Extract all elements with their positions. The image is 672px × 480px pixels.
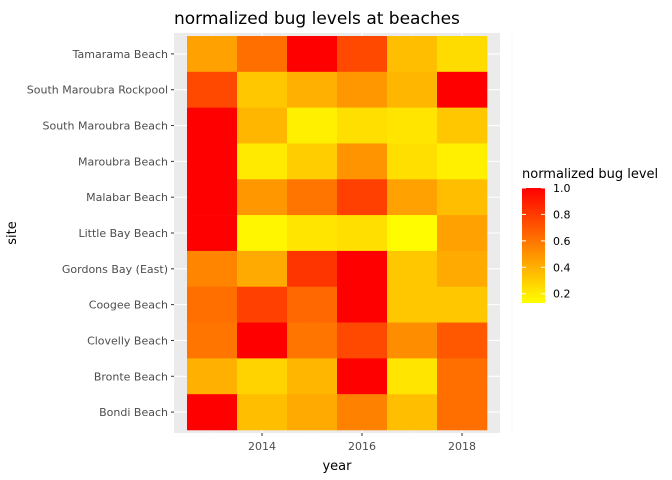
y-axis-ticks: Tamarama Beach South Maroubra Rockpool Sou… — [27, 48, 174, 419]
heatmap-cell — [287, 358, 338, 395]
y-tick-label: Maroubra Beach — [78, 155, 168, 168]
colorbar-tick-label: 0.6 — [553, 235, 571, 248]
colorbar-ticks: 0.2 0.4 0.6 0.8 1.0 — [522, 182, 571, 301]
heatmap-cells — [187, 36, 488, 431]
colorbar-tick-label: 1.0 — [553, 182, 571, 195]
heatmap-cell — [187, 250, 238, 288]
heatmap-cell — [337, 36, 388, 73]
heatmap-cell — [187, 358, 238, 395]
colorbar-tick-label: 0.2 — [553, 288, 571, 301]
heatmap-cell — [387, 179, 438, 216]
y-tick-label: Bronte Beach — [94, 370, 168, 383]
heatmap-cell — [287, 394, 338, 431]
colorbar — [522, 188, 545, 303]
y-axis-title: site — [5, 221, 20, 244]
heatmap-cell — [387, 394, 438, 431]
heatmap-cell — [387, 107, 438, 144]
heatmap-cell — [237, 71, 288, 108]
heatmap-cell — [437, 322, 488, 359]
y-tick-label: South Maroubra Beach — [43, 120, 169, 133]
heatmap-cell — [337, 394, 388, 431]
heatmap-cell — [437, 215, 488, 252]
heatmap-cell — [287, 36, 338, 73]
heatmap-cell — [287, 250, 338, 288]
heatmap-cell — [187, 322, 238, 359]
heatmap-cell — [437, 71, 488, 108]
heatmap-cell — [187, 143, 238, 180]
heatmap-cell — [337, 322, 388, 359]
heatmap-cell — [437, 143, 488, 180]
heatmap-cell — [387, 286, 438, 323]
heatmap-cell — [437, 179, 488, 216]
heatmap-cell — [387, 250, 438, 288]
heatmap-cell — [187, 394, 238, 431]
heatmap-cell — [237, 215, 288, 252]
heatmap-cell — [387, 358, 438, 395]
heatmap-cell — [287, 71, 338, 108]
heatmap-cell — [337, 286, 388, 323]
y-tick-label: Tamarama Beach — [72, 48, 168, 61]
y-tick-label: South Maroubra Rockpool — [27, 84, 168, 97]
heatmap-cell — [237, 250, 288, 288]
heatmap-cell — [237, 143, 288, 180]
heatmap-cell — [187, 71, 238, 108]
heatmap-cell — [437, 286, 488, 323]
heatmap-cell — [387, 143, 438, 180]
y-tick-label: Clovelly Beach — [87, 334, 168, 347]
x-tick-label: 2018 — [448, 440, 476, 453]
legend-title: normalized bug level — [522, 167, 658, 182]
y-tick-label: Little Bay Beach — [79, 227, 169, 240]
x-axis-title: year — [322, 459, 352, 474]
heatmap-cell — [287, 143, 338, 180]
heatmap-cell — [237, 36, 288, 73]
heatmap-cell — [337, 107, 388, 144]
y-tick-label: Coogee Beach — [89, 299, 168, 312]
y-tick-label: Gordons Bay (East) — [62, 263, 168, 276]
x-axis-ticks: 2014 2016 2018 — [248, 433, 476, 453]
color-legend: normalized bug level 0.2 0.4 0.6 0.8 1.0 — [522, 167, 658, 303]
heatmap-cell — [337, 143, 388, 180]
heatmap-cell — [237, 107, 288, 144]
heatmap-cell — [337, 71, 388, 108]
y-tick-label: Malabar Beach — [86, 191, 168, 204]
x-tick-label: 2014 — [248, 440, 276, 453]
heatmap-cell — [337, 358, 388, 395]
y-tick-label: Bondi Beach — [99, 406, 168, 419]
heatmap-cell — [287, 107, 338, 144]
heatmap-cell — [437, 250, 488, 288]
heatmap-cell — [287, 179, 338, 216]
heatmap-cell — [237, 179, 288, 216]
heatmap-cell — [187, 179, 238, 216]
heatmap-cell — [187, 215, 238, 252]
heatmap-cell — [437, 394, 488, 431]
heatmap-cell — [387, 36, 438, 73]
heatmap-cell — [387, 322, 438, 359]
heatmap-cell — [437, 107, 488, 144]
heatmap-cell — [287, 286, 338, 323]
colorbar-tick-label: 0.8 — [553, 208, 571, 221]
heatmap-cell — [237, 322, 288, 359]
heatmap-cell — [437, 358, 488, 395]
heatmap-cell — [237, 394, 288, 431]
heatmap-cell — [337, 179, 388, 216]
chart-title: normalized bug levels at beaches — [174, 9, 460, 29]
colorbar-tick-label: 0.4 — [553, 261, 571, 274]
heatmap-cell — [237, 286, 288, 323]
heatmap-cell — [187, 286, 238, 323]
heatmap-cell — [337, 250, 388, 288]
heatmap-cell — [187, 107, 238, 144]
heatmap-cell — [187, 36, 238, 73]
heatmap-cell — [437, 36, 488, 73]
heatmap-cell — [387, 71, 438, 108]
heatmap-cell — [387, 215, 438, 252]
heatmap-cell — [237, 358, 288, 395]
x-tick-label: 2016 — [348, 440, 376, 453]
heatmap-cell — [287, 322, 338, 359]
heatmap-cell — [287, 215, 338, 252]
heatmap-cell — [337, 215, 388, 252]
